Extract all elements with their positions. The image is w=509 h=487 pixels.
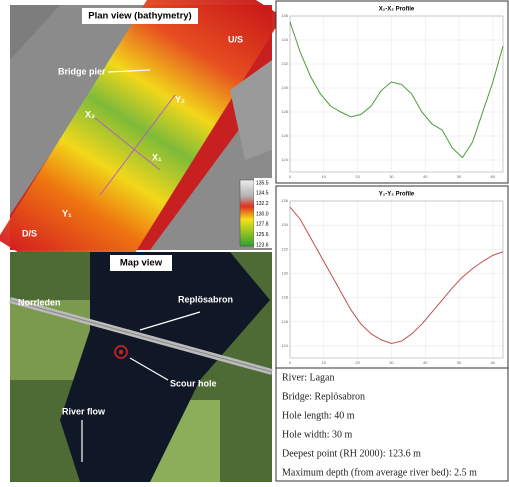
x-tick-label: 30 (389, 174, 394, 179)
x2-label: X₂ (85, 109, 95, 119)
x-tick-label: 20 (355, 174, 360, 179)
flow-label: River flow (62, 406, 106, 416)
info-line: Bridge: Replösabron (282, 391, 365, 402)
info-line: Deepest point (RH 2000): 123.6 m (282, 448, 421, 459)
x-tick-label: 20 (355, 360, 360, 365)
figure: Plan view (bathymetry) U/S Bridge pier Y… (0, 0, 509, 482)
y-tick-label: 130 (281, 271, 288, 276)
y-tick-label: 128 (281, 295, 288, 300)
y1-label: Y₁ (62, 208, 72, 218)
y-tick-label: 124 (281, 157, 288, 162)
scour-label: Scour hole (170, 378, 217, 388)
map-view: Map view Norrleden Replösabron Scour hol… (10, 252, 272, 482)
x-tick-label: 10 (322, 360, 327, 365)
colorbar-label: 125.6 (256, 232, 269, 238)
y-tick-label: 134 (281, 222, 288, 227)
bridge-label: Replösabron (178, 294, 233, 304)
info-line: River: Lagan (282, 372, 334, 383)
x-tick-label: 60 (491, 360, 496, 365)
info-box (276, 368, 508, 481)
x-tick-label: 40 (423, 360, 428, 365)
colorbar-label: 127.8 (256, 222, 269, 228)
colorbar-label: 130.0 (256, 211, 269, 217)
pier-label: Bridge pier (58, 66, 106, 76)
colorbar-label: 132.2 (256, 201, 269, 207)
y-tick-label: 132 (281, 61, 288, 66)
x-tick-label: 50 (457, 174, 462, 179)
y-tick-label: 128 (281, 109, 288, 114)
x-tick-label: 50 (457, 360, 462, 365)
chart-title: X₁-X₂ Profile (379, 7, 415, 13)
x-tick-label: 40 (423, 174, 428, 179)
y-tick-label: 134 (281, 37, 288, 42)
chart-frame (276, 186, 508, 368)
page: Plan view (bathymetry) U/S Bridge pier Y… (0, 0, 509, 487)
y-tick-label: 130 (281, 85, 288, 90)
us-label: U/S (228, 34, 243, 44)
y-tick-label: 124 (281, 343, 288, 348)
info-line: Hole width: 30 m (282, 429, 352, 440)
colorbar-label: 135.5 (256, 180, 269, 186)
y-tick-label: 126 (281, 319, 288, 324)
y2-label: Y₂ (175, 94, 185, 104)
chart-title: Y₁-Y₂ Profile (379, 192, 415, 198)
y-tick-label: 136 (281, 198, 288, 203)
x-tick-label: 60 (491, 174, 496, 179)
x1-label: X₁ (152, 152, 162, 162)
y-tick-label: 132 (281, 246, 288, 251)
x-tick-label: 10 (322, 174, 327, 179)
info-line: Maximum depth (from average river bed): … (282, 467, 477, 478)
info-line: Hole length: 40 m (282, 410, 355, 421)
colorbar-label: 134.5 (256, 191, 269, 197)
ds-label: D/S (22, 228, 37, 238)
y-tick-label: 126 (281, 133, 288, 138)
chart-frame (276, 1, 508, 183)
map-title: Map view (120, 258, 163, 269)
plan-title: Plan view (bathymetry) (88, 11, 191, 22)
colorbar-label: 123.6 (256, 242, 269, 248)
y-tick-label: 136 (281, 13, 288, 18)
x-tick-label: 30 (389, 360, 394, 365)
norrleden-label: Norrleden (18, 297, 61, 307)
